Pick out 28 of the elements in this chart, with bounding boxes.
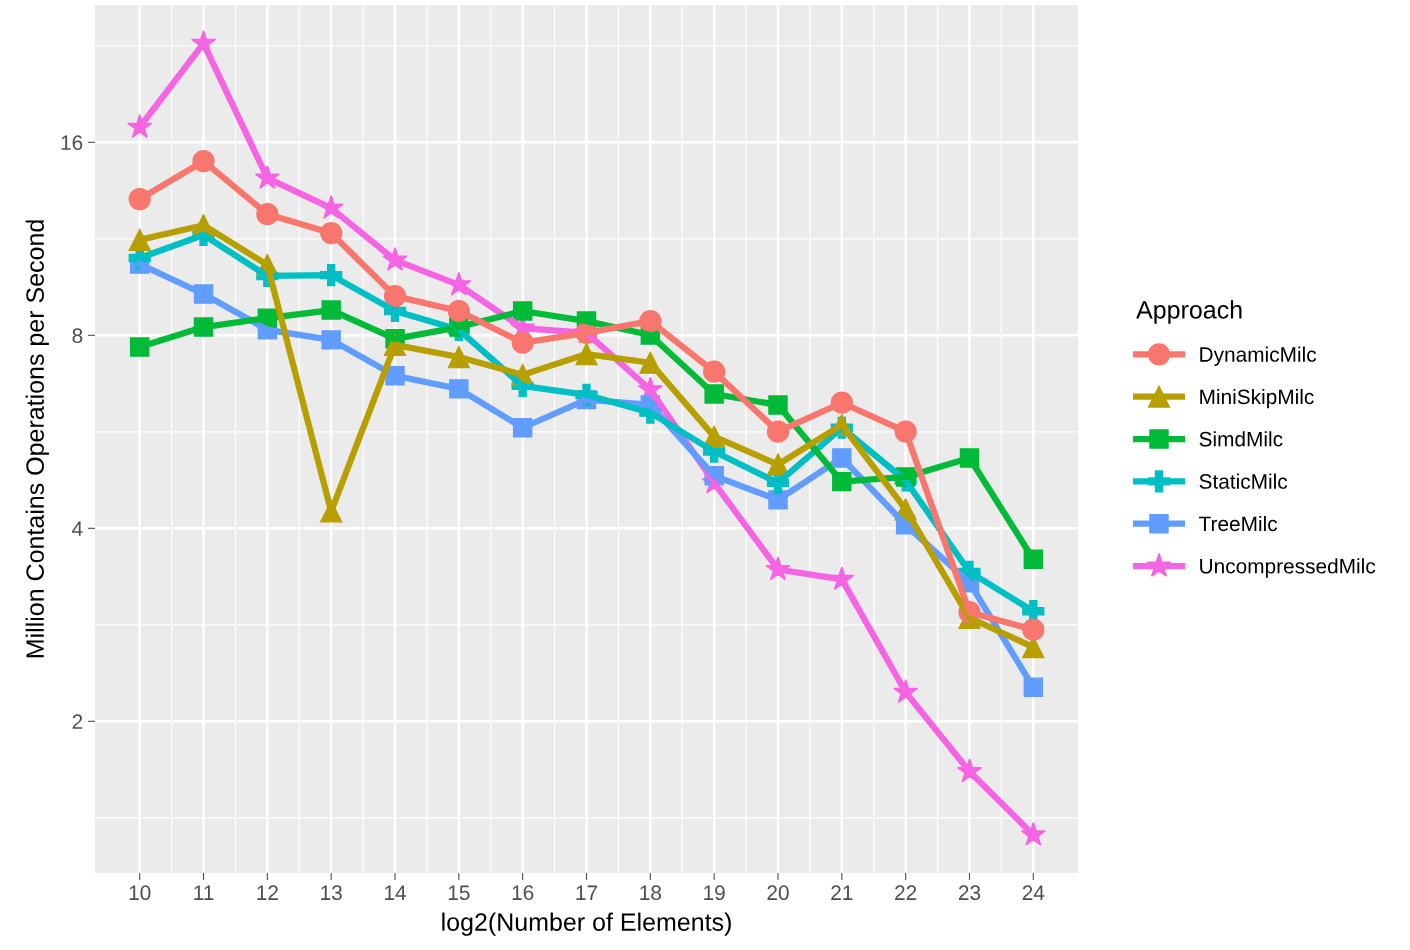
legend-label: DynamicMilc	[1200, 346, 1317, 366]
legend-title: Approach	[1136, 300, 1242, 324]
x-tick-label: 12	[257, 885, 278, 900]
y-tick-label: 2	[72, 714, 83, 729]
x-axis-title: log2(Number of Elements)	[442, 912, 731, 936]
legend-label: UncompressedMilc	[1200, 558, 1376, 578]
x-tick-label: 24	[1022, 885, 1045, 900]
x-tick-label: 10	[129, 885, 151, 901]
y-tick-label: 8	[72, 328, 83, 344]
x-tick-label: 23	[958, 885, 981, 901]
x-tick-label: 14	[385, 885, 406, 900]
x-tick-label: 16	[512, 885, 534, 901]
legend-label: MiniSkipMilc	[1200, 388, 1314, 409]
legend-label: TreeMilc	[1199, 515, 1278, 532]
x-tick-label: 15	[448, 885, 470, 901]
x-tick-label: 17	[576, 885, 598, 900]
y-tick-label: 16	[61, 135, 83, 151]
x-tick-label: 11	[194, 885, 214, 900]
legend-label: StaticMilc	[1199, 473, 1288, 489]
x-tick-label: 21	[831, 885, 853, 900]
legend-label: SimdMilc	[1199, 431, 1283, 447]
y-axis-title: Million Contains Operations per Second	[25, 220, 49, 658]
x-tick-label: 20	[767, 885, 789, 901]
x-tick-label: 18	[640, 885, 662, 901]
x-tick-label: 13	[321, 885, 342, 901]
x-tick-label: 19	[704, 885, 725, 901]
y-tick-label: 4	[72, 521, 83, 536]
x-tick-label: 22	[895, 885, 917, 900]
